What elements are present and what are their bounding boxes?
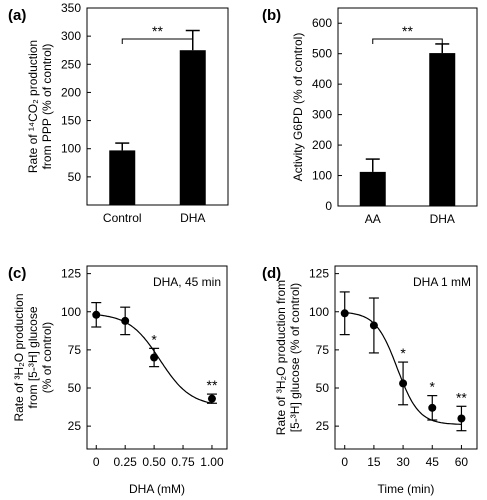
y-axis-label: Rate of ³H₂O production from [274, 280, 288, 435]
significance-label: ** [402, 23, 413, 39]
y-tick-label: 150 [61, 114, 81, 128]
significance-bracket [121, 38, 194, 44]
y-tick-label: 300 [61, 29, 81, 43]
x-tick-label: AA [365, 212, 381, 226]
x-tick-label: 0.50 [142, 455, 166, 469]
y-axis-label: Activity G6PD (% of control) [291, 33, 305, 182]
y-tick-label: 250 [61, 57, 81, 71]
x-tick-label: 0.25 [114, 455, 138, 469]
panel-b: (b) 0 100 200 300 400 500 600 Activity G6PD (% o… [262, 7, 478, 226]
significance-label: * [151, 331, 157, 347]
x-tick-label: 60 [455, 455, 469, 469]
significance-label: * [400, 345, 406, 361]
y-tick-label: 125 [309, 267, 329, 281]
y-tick-label: 200 [312, 138, 332, 152]
y-tick-label: 300 [312, 108, 332, 122]
x-tick-label: 0.75 [171, 455, 195, 469]
annotation: DHA 1 mM [413, 275, 471, 289]
y-tick-label: 50 [316, 381, 330, 395]
y-tick-label: 100 [61, 142, 81, 156]
data-point [369, 321, 378, 330]
y-tick-label: 100 [61, 305, 81, 319]
y-tick-label: 100 [309, 305, 329, 319]
data-point [340, 309, 349, 318]
plot-frame [337, 7, 478, 207]
y-tick-label: 100 [312, 169, 332, 183]
y-tick-label: 350 [61, 1, 81, 15]
x-tick-label: 0 [93, 455, 100, 469]
x-tick-label: 15 [367, 455, 381, 469]
y-tick-label: 50 [68, 170, 82, 184]
plot-frame [86, 265, 228, 450]
bar [359, 171, 386, 206]
panel-c: (c) 25 50 75 100 125 Rate of ³H₂O production fr… [8, 265, 228, 496]
panel-label: (b) [262, 7, 281, 24]
data-point [121, 316, 130, 325]
significance-bracket [372, 38, 443, 44]
bar [429, 53, 456, 207]
panel-label: (d) [262, 265, 281, 282]
y-axis-label: (% of control) [40, 322, 54, 393]
data-point [150, 353, 159, 362]
x-axis-label: DHA (mM) [129, 482, 185, 496]
y-tick-label: 50 [68, 381, 82, 395]
y-tick-label: 25 [68, 419, 82, 433]
data-point [399, 379, 408, 388]
annotation: DHA, 45 min [153, 275, 221, 289]
y-axis-label: Rate of ¹⁴CO₂ production [26, 40, 40, 173]
panel-label: (c) [8, 265, 26, 282]
y-tick-label: 400 [312, 77, 332, 91]
x-tick-label: 1.00 [200, 455, 224, 469]
y-axis-label: from PPP (% of control) [40, 44, 54, 170]
x-axis-label: Time (min) [378, 482, 435, 496]
y-tick-label: 25 [316, 419, 330, 433]
data-point [92, 310, 101, 319]
significance-label: * [430, 379, 436, 395]
y-tick-label: 200 [61, 85, 81, 99]
x-tick-label: DHA [430, 212, 455, 226]
significance-label: ** [456, 389, 467, 405]
plot-frame [86, 7, 229, 206]
y-axis-label: [5-³H] glucose (% of control) [288, 283, 302, 432]
significance-label: ** [152, 23, 163, 39]
data-point [457, 414, 466, 423]
x-tick-label: 30 [396, 455, 410, 469]
data-point [428, 403, 437, 412]
x-tick-label: Control [103, 211, 142, 225]
y-axis-label: Rate of ³H₂O production [12, 293, 26, 421]
y-tick-label: 0 [325, 199, 332, 213]
y-tick-label: 500 [312, 47, 332, 61]
y-tick-label: 600 [312, 16, 332, 30]
bar [109, 150, 136, 205]
y-axis-label: from [5-³H] glucose [26, 306, 40, 408]
x-tick-label: 45 [426, 455, 440, 469]
bar [179, 50, 206, 205]
y-tick-label: 75 [316, 343, 330, 357]
panel-d: (d) 25 50 75 100 125 Rate of ³H₂O production f… [262, 265, 478, 496]
data-point [207, 394, 216, 403]
y-tick-label: 75 [68, 343, 82, 357]
x-tick-label: 0 [341, 455, 348, 469]
panel-a: (a) 50 100 150 200 250 300 350 Rate of ¹⁴CO₂ pro… [8, 1, 229, 225]
plot-frame [334, 265, 478, 450]
panel-label: (a) [8, 7, 26, 24]
y-tick-label: 125 [61, 267, 81, 281]
significance-label: ** [207, 377, 218, 393]
x-tick-label: DHA [180, 211, 205, 225]
